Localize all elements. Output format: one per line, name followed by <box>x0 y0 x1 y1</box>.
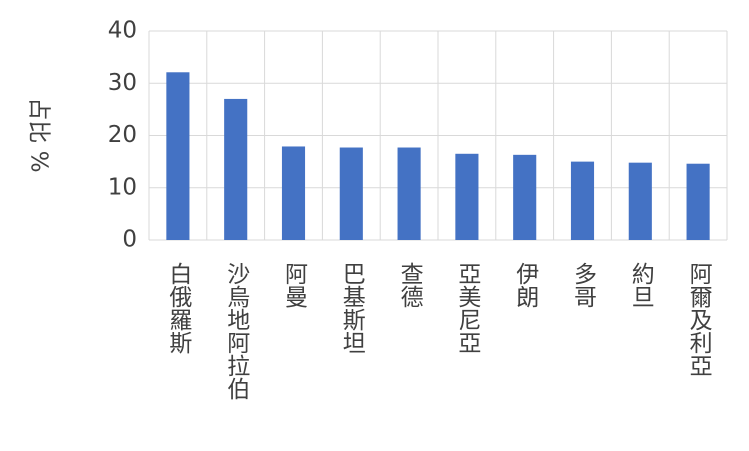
x-tick-label: 白俄羅斯 <box>165 262 193 354</box>
bar <box>686 163 710 240</box>
x-tick-label: 沙烏地阿拉伯 <box>223 262 251 400</box>
x-tick-label: 查德 <box>396 262 424 308</box>
y-tick-label: 20 <box>108 122 137 148</box>
x-tick-label: 亞美尼亞 <box>454 262 482 354</box>
bar <box>339 147 363 240</box>
x-tick-label: 阿爾及利亞 <box>685 262 713 377</box>
bar <box>513 154 537 240</box>
y-axis-label: 占比 % <box>26 97 52 172</box>
y-tick-label: 0 <box>122 227 137 253</box>
x-tick-label: 伊朗 <box>512 262 540 308</box>
x-tick-label: 阿曼 <box>281 262 308 308</box>
y-tick-label: 40 <box>108 18 137 44</box>
y-tick-label: 30 <box>108 70 137 96</box>
x-tick-label: 巴基斯坦 <box>338 262 366 354</box>
y-tick-label: 10 <box>108 174 137 200</box>
bar <box>281 146 306 240</box>
bar <box>397 147 421 240</box>
bar <box>224 98 248 240</box>
x-tick-label: 約旦 <box>627 262 655 308</box>
bar <box>166 72 190 240</box>
bar <box>455 153 479 240</box>
bar <box>570 161 595 240</box>
bar <box>628 162 652 240</box>
x-tick-label: 多哥 <box>570 262 597 308</box>
